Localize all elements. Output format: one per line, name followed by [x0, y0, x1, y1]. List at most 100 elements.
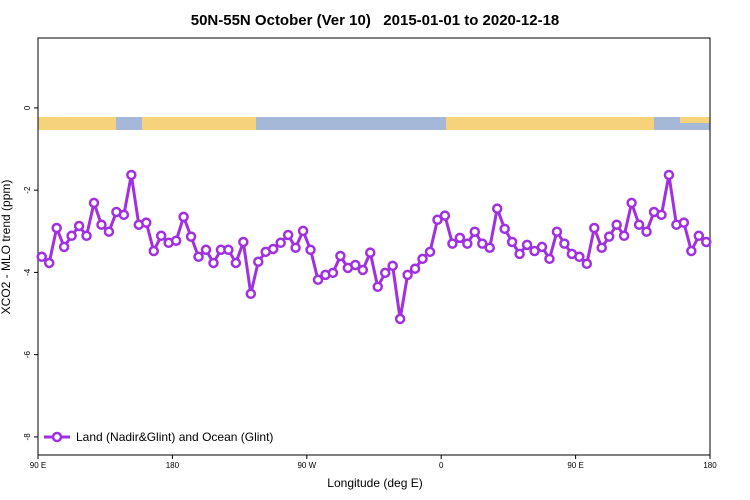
data-point	[701, 236, 712, 248]
data-point	[327, 267, 339, 279]
data-point	[43, 257, 55, 269]
data-point	[275, 237, 286, 249]
data-point	[663, 169, 675, 181]
y-axis-label: XCO2 - MLO trend (ppm)	[0, 180, 13, 315]
y-tick-label: -6	[23, 351, 32, 359]
data-point	[223, 244, 234, 256]
data-point	[148, 245, 159, 257]
data-point	[103, 226, 115, 237]
y-tick-label: -4	[23, 268, 32, 276]
data-point	[335, 250, 346, 262]
data-point	[394, 313, 406, 325]
y-tick-label: -8	[23, 433, 32, 441]
data-point	[678, 217, 690, 228]
data-point	[686, 245, 697, 257]
data-point	[282, 229, 294, 241]
data-point	[88, 197, 100, 209]
data-point	[290, 242, 301, 253]
data-point	[559, 238, 570, 249]
data-point	[238, 236, 249, 248]
data-point	[447, 238, 458, 249]
data-point	[36, 251, 47, 263]
data-point	[118, 209, 130, 221]
data-point	[618, 230, 630, 242]
data-point	[439, 210, 451, 221]
data-point	[603, 231, 615, 242]
data-point	[126, 169, 137, 181]
data-point	[454, 232, 466, 244]
data-point	[499, 223, 510, 235]
data-point	[656, 209, 667, 221]
data-point	[387, 260, 398, 272]
plot-frame	[37, 37, 711, 456]
data-point	[185, 231, 197, 242]
data-point	[357, 264, 369, 276]
x-axis-label: Longitude (deg E)	[327, 476, 422, 490]
data-point	[312, 274, 324, 286]
data-point	[245, 288, 257, 300]
data-point	[626, 197, 637, 209]
data-point	[611, 219, 622, 230]
data-point	[350, 259, 361, 271]
data-point	[230, 257, 242, 269]
data-point	[51, 222, 62, 234]
data-point	[484, 242, 495, 253]
data-point	[58, 241, 70, 253]
data-point	[208, 257, 219, 269]
data-point	[417, 253, 428, 265]
data-point	[402, 269, 413, 281]
data-point	[469, 226, 481, 237]
land-strip	[680, 117, 710, 123]
data-point	[372, 281, 383, 293]
data-point	[529, 245, 540, 257]
x-tick-label: 0	[439, 461, 444, 470]
data-point	[178, 211, 189, 223]
data-point	[81, 230, 92, 242]
data-point	[141, 217, 152, 228]
data-point	[73, 220, 85, 232]
x-tick-label: 180	[703, 461, 717, 470]
data-point	[477, 238, 488, 249]
land-strip	[142, 117, 256, 130]
data-point	[424, 246, 436, 258]
data-point	[365, 247, 376, 258]
data-point	[170, 235, 182, 246]
data-point	[193, 251, 204, 263]
x-tick-label: 180	[166, 461, 180, 470]
x-tick-label: 90 W	[297, 461, 316, 470]
data-point	[253, 256, 264, 267]
data-point	[589, 222, 600, 234]
land-strip	[38, 117, 116, 130]
x-tick-label: 90 E	[30, 461, 46, 470]
data-point	[432, 214, 443, 226]
land-strip	[446, 117, 576, 130]
y-tick-label: 0	[23, 105, 32, 110]
legend-marker	[51, 431, 63, 443]
land-strip	[576, 117, 654, 130]
data-point	[96, 219, 107, 230]
data-point	[506, 236, 518, 248]
legend-label: Land (Nadir&Glint) and Ocean (Glint)	[76, 430, 273, 444]
y-tick-label: -2	[23, 186, 32, 194]
data-point	[155, 230, 167, 242]
data-point	[462, 238, 473, 249]
data-point	[514, 248, 525, 260]
data-point	[267, 243, 279, 255]
data-point	[633, 219, 645, 230]
data-point	[581, 258, 593, 270]
chart-title: 50N-55N October (Ver 10) 2015-01-01 to 2…	[191, 12, 560, 29]
data-point	[66, 230, 77, 242]
data-point	[544, 253, 555, 265]
data-point	[491, 203, 503, 214]
data-point	[536, 241, 548, 253]
data-point	[409, 263, 421, 274]
data-point	[200, 244, 212, 256]
data-point	[693, 230, 705, 242]
data-point	[297, 225, 309, 237]
data-point	[641, 226, 652, 237]
data-point	[574, 251, 585, 263]
data-point	[379, 267, 391, 279]
x-tick-label: 90 E	[567, 461, 583, 470]
data-point	[551, 226, 563, 237]
